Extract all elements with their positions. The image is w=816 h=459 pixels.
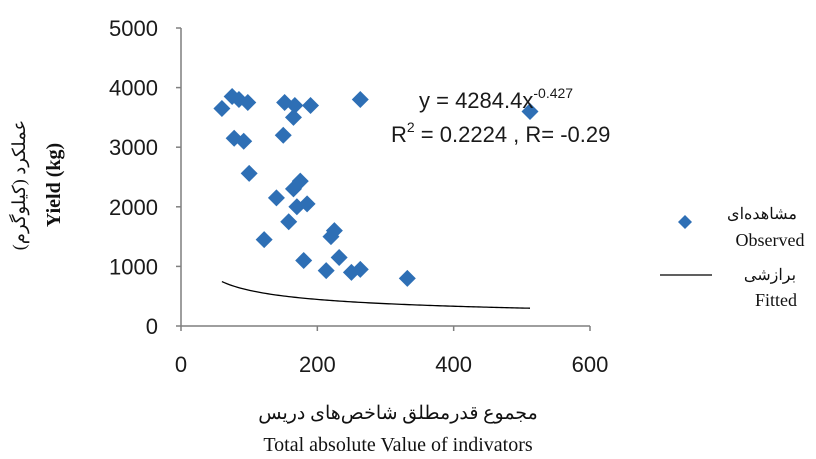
x-tick-label: 200 <box>299 352 336 377</box>
y-tick-label: 5000 <box>109 16 158 41</box>
regression-r2: R2 = 0.2224 , R= -0.29 <box>391 119 610 147</box>
legend-fitted-label: Fitted <box>755 290 797 310</box>
observed-point <box>274 126 292 144</box>
equation-exponent: -0.427 <box>533 85 573 101</box>
r2-superscript: 2 <box>407 119 415 135</box>
observed-points <box>213 88 539 287</box>
r2-label: R <box>391 122 407 147</box>
regression-equation: y = 4284.4x-0.427 <box>419 85 573 113</box>
observed-point <box>330 248 348 266</box>
x-axis-label-persian: مجموع قدرمطلق شاخص‌های دریس <box>258 403 538 424</box>
legend-observed-label-persian: مشاهده‌ای <box>727 206 797 223</box>
observed-point <box>351 91 369 109</box>
y-axis-label-persian: عملکرد (کیلوگرم) <box>8 120 30 250</box>
observed-point <box>398 269 416 287</box>
observed-point <box>255 231 273 249</box>
x-axis-label-english: Total absolute Value of indivators <box>263 434 533 456</box>
observed-point <box>240 164 258 182</box>
x-tick-label: 400 <box>435 352 472 377</box>
fitted-curve <box>221 280 531 309</box>
observed-point <box>521 102 539 120</box>
observed-point <box>317 262 335 280</box>
x-ticks: 0 200 400 600 <box>175 326 608 377</box>
fit-layer <box>221 280 531 309</box>
observed-point <box>235 132 253 150</box>
y-tick-label: 2000 <box>109 195 158 220</box>
y-tick-label: 4000 <box>109 76 158 101</box>
observed-point <box>298 195 316 213</box>
y-tick-label: 0 <box>146 314 158 339</box>
observed-point <box>213 99 231 117</box>
observed-point <box>302 96 320 114</box>
observed-point <box>295 251 313 269</box>
axes <box>180 28 590 327</box>
observed-point <box>286 96 304 114</box>
legend-observed-label: Observed <box>736 230 805 250</box>
y-ticks: 0 1000 2000 3000 4000 5000 <box>109 16 181 339</box>
observed-point <box>291 172 309 190</box>
legend-fitted-label-persian: برازشی <box>744 267 796 284</box>
observed-point <box>325 222 343 240</box>
observed-point <box>280 213 298 231</box>
observed-point <box>351 260 369 278</box>
y-tick-label: 1000 <box>109 254 158 279</box>
observed-point <box>267 189 285 207</box>
r2-value: = 0.2224 , R= -0.29 <box>415 122 611 147</box>
legend-observed-marker <box>678 215 692 229</box>
y-tick-label: 3000 <box>109 135 158 160</box>
x-tick-label: 600 <box>572 352 609 377</box>
observed-point <box>284 108 302 126</box>
observed-point <box>239 94 257 111</box>
y-axis-label-english: Yield (kg) <box>43 143 65 227</box>
legend: مشاهده‌ای Observed برازشی Fitted <box>660 206 804 310</box>
x-tick-label: 0 <box>175 352 187 377</box>
equation-lhs: y = 4284.4x <box>419 88 533 113</box>
